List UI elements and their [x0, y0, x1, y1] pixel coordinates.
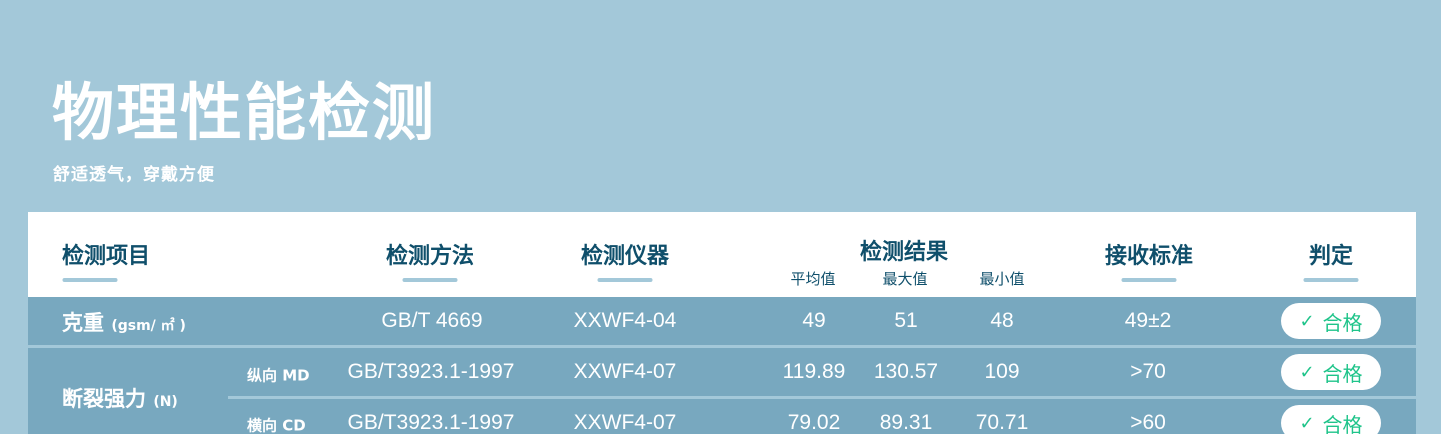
header-result: 检测结果: [859, 240, 949, 265]
check-icon: ✓: [1299, 310, 1315, 332]
method: GB/T 4669: [381, 309, 483, 332]
page-subtitle: 舒适透气，穿戴方便: [53, 165, 215, 185]
row-divider: [228, 396, 1416, 399]
header-min: 最小值: [979, 270, 1025, 288]
judge-text: 合格: [1322, 412, 1363, 434]
max-value: 51: [894, 309, 918, 332]
judge-text: 合格: [1322, 361, 1363, 386]
header-underline: [402, 278, 458, 282]
header-instrument: 检测仪器: [580, 244, 670, 269]
standard: >60: [1130, 411, 1166, 434]
header-max: 最大值: [882, 270, 928, 288]
page-title: 物理性能检测: [52, 76, 437, 149]
avg-value: 79.02: [787, 411, 841, 434]
header-underline: [597, 278, 653, 282]
method: GB/T3923.1-1997: [347, 411, 515, 434]
method: GB/T3923.1-1997: [347, 360, 515, 383]
table-row-group: 断裂强力 (N) 纵向 MD GB/T3923.1-1997 XXWF4-07 …: [28, 348, 1416, 434]
header-underline: [1303, 278, 1359, 282]
avg-value: 49: [802, 309, 826, 332]
item-label: 克重 (gsm/ ㎡ ): [62, 307, 186, 337]
min-value: 70.71: [975, 411, 1029, 434]
instrument: XXWF4-04: [573, 309, 677, 332]
header-judge: 判定: [1308, 244, 1354, 269]
item-label: 断裂强力 (N): [62, 383, 178, 413]
header-underline: [62, 278, 118, 282]
pass-badge: ✓ 合格: [1281, 405, 1381, 434]
sub-label: 横向 CD: [247, 416, 306, 434]
pass-badge: ✓ 合格: [1281, 303, 1381, 339]
sub-label: 纵向 MD: [247, 366, 310, 385]
max-value: 130.57: [873, 360, 939, 383]
avg-value: 119.89: [782, 360, 846, 383]
min-value: 48: [990, 309, 1014, 332]
standard: >70: [1130, 360, 1166, 383]
header-item: 检测项目: [62, 244, 151, 269]
pass-badge: ✓ 合格: [1281, 354, 1381, 390]
min-value: 109: [984, 360, 1020, 383]
header-method: 检测方法: [385, 244, 475, 269]
header-avg: 平均值: [790, 270, 836, 288]
item-name: 克重: [62, 311, 104, 335]
item-unit: (N): [153, 394, 178, 410]
item-unit: (gsm/ ㎡ ): [111, 318, 186, 334]
standard: 49±2: [1124, 309, 1172, 332]
table-header: 检测项目 检测方法 检测仪器 检测结果 平均值 最大值 最小值 接收标准 判定: [28, 212, 1416, 297]
header-underline: [1121, 278, 1177, 282]
check-icon: ✓: [1299, 361, 1315, 383]
inspection-table: 检测项目 检测方法 检测仪器 检测结果 平均值 最大值 最小值 接收标准 判定 …: [28, 212, 1416, 434]
header-standard: 接收标准: [1104, 244, 1194, 269]
instrument: XXWF4-07: [573, 360, 677, 383]
table-row: 克重 (gsm/ ㎡ ) GB/T 4669 XXWF4-04 49 51 48…: [28, 297, 1416, 345]
max-value: 89.31: [879, 411, 933, 434]
judge-text: 合格: [1322, 310, 1363, 335]
check-icon: ✓: [1299, 412, 1315, 434]
item-name: 断裂强力: [62, 387, 146, 411]
instrument: XXWF4-07: [573, 411, 677, 434]
